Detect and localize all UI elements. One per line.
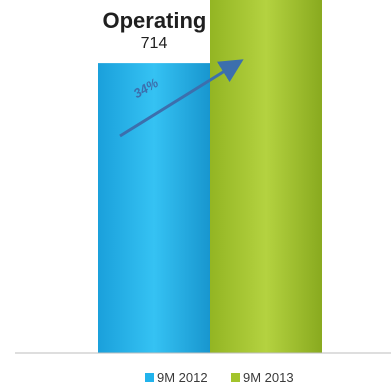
legend-swatch-9m-2013	[231, 373, 240, 382]
bar-9m-2013	[210, 0, 322, 353]
legend-swatch-9m-2012	[145, 373, 154, 382]
data-label-9m-2012: 714	[141, 35, 168, 52]
legend-label-9m-2012: 9M 2012	[157, 370, 208, 385]
legend-label-9m-2013: 9M 2013	[243, 370, 294, 385]
growth-arrow-icon	[119, 59, 244, 138]
data-labels: 714958	[141, 35, 168, 52]
bar-9m-2012	[98, 63, 210, 354]
legend: 9M 2012 9M 2013	[145, 370, 294, 385]
bars	[98, 0, 322, 354]
